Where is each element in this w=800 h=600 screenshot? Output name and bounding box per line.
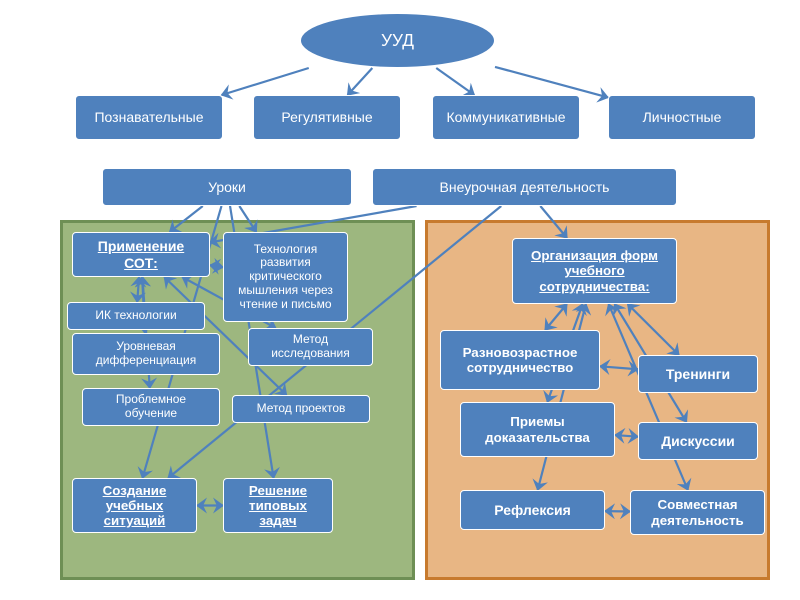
edge-root-cat1 [222, 68, 309, 95]
node-diff: Уровневая дифференциация [72, 333, 220, 375]
node-root: УУД [300, 13, 495, 68]
node-extra: Внеурочная деятельность [372, 168, 677, 206]
node-cat1: Познавательные [75, 95, 223, 140]
edge-root-cat3 [436, 68, 474, 95]
node-org: Организация форм учебного сотрудничества… [512, 238, 677, 304]
edge-root-cat2 [348, 68, 373, 95]
node-crit: Технология развития критического мышлени… [223, 232, 348, 322]
node-raznov: Разновозрастное сотрудничество [440, 330, 600, 390]
node-create: Создание учебных ситуаций [72, 478, 197, 533]
node-priemy: Приемы доказательства [460, 402, 615, 457]
node-reflex: Рефлексия [460, 490, 605, 530]
node-disc: Дискуссии [638, 422, 758, 460]
node-metres: Метод исследования [248, 328, 373, 366]
node-cat3: Коммуникативные [432, 95, 580, 140]
node-joint: Совместная деятельность [630, 490, 765, 535]
node-ikt: ИК технологии [67, 302, 205, 330]
node-cat2: Регулятивные [253, 95, 401, 140]
edge-root-cat4 [495, 67, 608, 98]
node-train: Тренинги [638, 355, 758, 393]
node-prob: Проблемное обучение [82, 388, 220, 426]
node-cat4: Личностные [608, 95, 756, 140]
node-metpro: Метод проектов [232, 395, 370, 423]
node-lessons: Уроки [102, 168, 352, 206]
node-solve: Решение типовых задач [223, 478, 333, 533]
node-sot: Применение СОТ: [72, 232, 210, 277]
